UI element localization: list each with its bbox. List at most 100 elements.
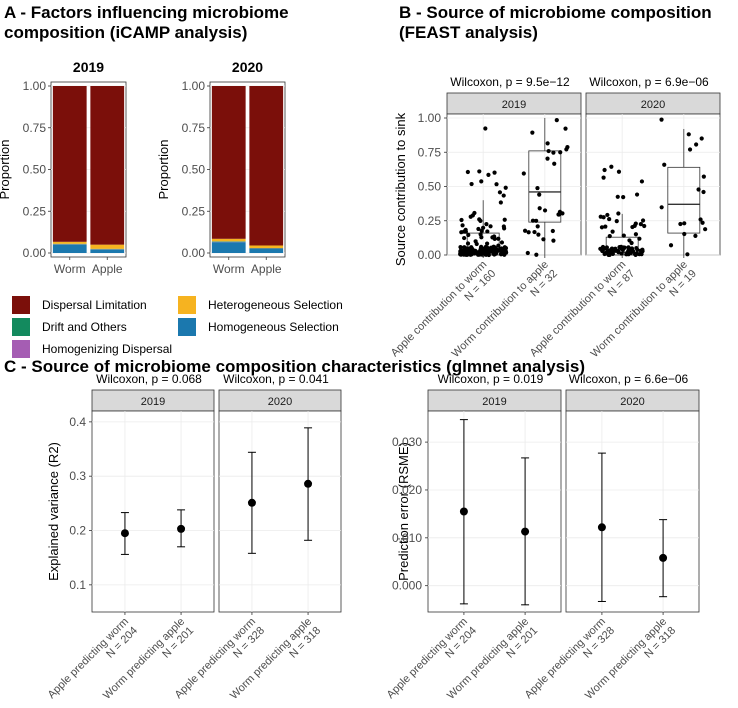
- wilcoxon-label: Wilcoxon, p = 0.068: [96, 372, 202, 386]
- data-point: [699, 136, 704, 141]
- data-point: [498, 246, 503, 251]
- legend-swatch: [178, 318, 196, 336]
- wilcoxon-label: Wilcoxon, p = 6.9e−06: [589, 75, 709, 89]
- data-point: [471, 249, 476, 254]
- data-point: [526, 230, 531, 235]
- data-point: [486, 172, 491, 177]
- data-point: [534, 252, 539, 257]
- data-point: [483, 126, 488, 131]
- mean-point: [247, 498, 256, 507]
- data-point: [494, 182, 499, 187]
- facet-strip-label: 2019: [502, 99, 526, 111]
- facet-strip-label: 2019: [141, 396, 165, 408]
- data-point: [501, 224, 506, 229]
- data-point: [501, 193, 506, 198]
- x-tick-label: Worm: [213, 262, 245, 276]
- data-point: [503, 185, 508, 190]
- data-point: [458, 245, 463, 250]
- x-tick-label: Apple: [251, 262, 282, 276]
- legend-label: Heterogeneous Selection: [208, 298, 343, 312]
- data-point: [496, 243, 501, 248]
- chart-a-2019: 2019 0.00 0.25 0.50 0.75 1.00 Proportion Worm Ap…: [0, 59, 127, 276]
- data-point: [616, 169, 622, 174]
- chart-a-2020: 2020 0.00 0.25 0.50 0.75 1.00 Proportion Worm Ap…: [156, 59, 286, 276]
- data-point: [599, 225, 605, 230]
- panel-b-title-line2: (FEAST analysis): [399, 23, 538, 42]
- y-axis-label: Explained variance (R2): [46, 442, 61, 581]
- data-point: [640, 218, 646, 223]
- data-point: [476, 226, 481, 232]
- data-point: [550, 228, 555, 234]
- data-point: [700, 220, 705, 225]
- data-point: [633, 232, 639, 237]
- data-point: [614, 219, 619, 224]
- data-point: [498, 200, 503, 205]
- legend-label: Homogenizing Dispersal: [42, 342, 172, 356]
- plot-frame: [446, 113, 582, 256]
- y-tick-label: 0.75: [182, 121, 206, 135]
- y-tick-label: 0.25: [418, 214, 442, 228]
- data-point: [607, 216, 612, 222]
- data-point: [616, 211, 621, 216]
- legend-label: Homogeneous Selection: [208, 320, 339, 334]
- data-point: [701, 189, 706, 195]
- data-point: [682, 231, 687, 237]
- mean-point: [521, 527, 530, 536]
- data-point: [703, 227, 708, 232]
- bar-segment: [211, 238, 246, 242]
- data-point: [462, 235, 467, 241]
- y-axis-label: Source contribution to sink: [393, 112, 408, 266]
- data-point: [480, 248, 486, 253]
- data-point: [687, 147, 693, 152]
- facet-strip-label: 2020: [620, 396, 644, 408]
- wilcoxon-label: Wilcoxon, p = 6.6e−06: [569, 372, 689, 386]
- data-point: [491, 249, 496, 254]
- data-point: [659, 117, 664, 122]
- data-point: [662, 162, 667, 167]
- data-point: [558, 150, 563, 155]
- data-point: [554, 118, 559, 123]
- data-point: [525, 250, 530, 256]
- data-point: [640, 247, 645, 252]
- data-point: [497, 190, 503, 195]
- legend-swatch: [12, 318, 30, 336]
- data-point: [458, 252, 464, 257]
- data-point: [625, 251, 630, 256]
- data-point: [635, 247, 640, 252]
- y-tick-label: 0.3: [69, 469, 86, 483]
- data-point: [603, 224, 608, 229]
- data-point: [545, 156, 550, 161]
- data-point: [556, 212, 562, 217]
- mean-point: [304, 479, 313, 488]
- y-tick-label: 0.75: [23, 121, 47, 135]
- data-point: [487, 250, 492, 255]
- legend-label: Dispersal Limitation: [42, 298, 147, 312]
- box-iqr: [528, 150, 562, 223]
- data-point: [598, 214, 603, 219]
- panel-c-title: C - Source of microbiome composition cha…: [4, 357, 585, 376]
- plot-frame: [91, 410, 215, 613]
- panel-a-title-line2: composition (iCAMP analysis): [4, 23, 247, 42]
- bar-segment: [90, 244, 125, 249]
- data-point: [459, 217, 464, 223]
- data-point: [480, 252, 486, 257]
- bar-segment: [249, 245, 284, 248]
- data-point: [668, 243, 674, 248]
- bar-segment: [249, 86, 284, 246]
- y-tick-label: 0.1: [69, 578, 86, 592]
- data-point: [619, 251, 624, 256]
- bar-segment: [90, 249, 125, 253]
- data-point: [490, 235, 495, 240]
- chart-b-feast: Source contribution to sink 0.00 0.25 0.50 0…: [389, 75, 721, 360]
- chart-c-prediction-error: Prediction error (RSME)0.000 0.010 0.020 0.…: [385, 372, 700, 702]
- data-point: [530, 218, 536, 223]
- facet-title: 2020: [232, 59, 263, 75]
- bar-segment: [52, 244, 87, 253]
- data-point: [468, 214, 473, 219]
- mean-point: [120, 529, 129, 538]
- data-point: [621, 195, 626, 200]
- wilcoxon-label: Wilcoxon, p = 0.041: [223, 372, 329, 386]
- data-point: [678, 221, 683, 227]
- data-point: [546, 148, 551, 154]
- data-point: [491, 244, 496, 249]
